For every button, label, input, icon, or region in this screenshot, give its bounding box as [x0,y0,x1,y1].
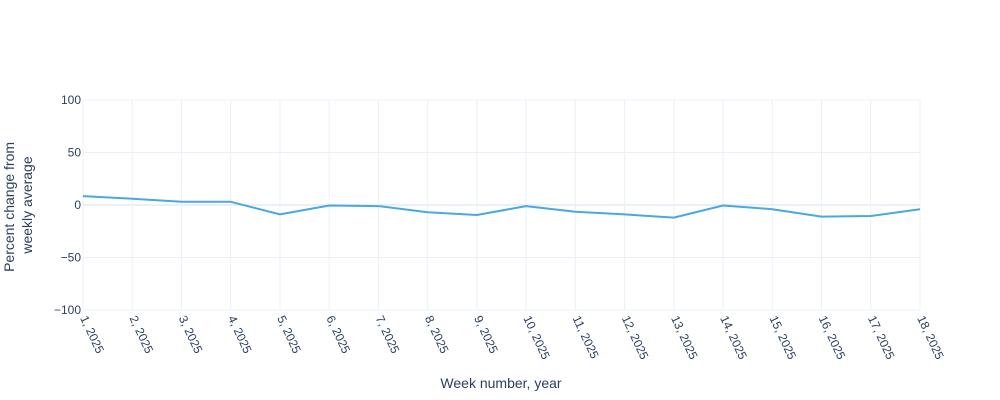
y-tick-label: −100 [54,303,81,317]
y-tick-label: 50 [68,146,82,160]
x-tick-label: 18, 2025 [914,313,947,362]
x-tick-label: 17, 2025 [865,313,898,362]
x-tick-label: 9, 2025 [471,313,501,355]
x-tick-label: 11, 2025 [570,313,602,361]
x-tick-label: 8, 2025 [422,313,452,355]
x-tick-label: 13, 2025 [668,313,701,362]
x-tick-label: 3, 2025 [176,313,206,355]
x-tick-label: 7, 2025 [373,313,403,355]
y-axis-title-line-1: Percent change from [1,142,17,272]
x-tick-label: 16, 2025 [816,313,849,362]
x-tick-label: 14, 2025 [717,313,750,362]
y-axis-ticks: 100 50 0 −50 −100 [54,93,81,317]
x-tick-label: 2, 2025 [127,313,157,355]
y-tick-label: 100 [61,93,81,107]
x-tick-label: 15, 2025 [767,313,800,362]
series-layer [82,195,921,219]
x-tick-label: 10, 2025 [520,313,553,362]
x-tick-label: 5, 2025 [274,313,304,355]
x-axis-title: Week number, year [440,375,561,391]
y-tick-label: −50 [61,251,82,265]
x-tick-label: 4, 2025 [225,313,255,355]
y-tick-label: 0 [74,198,81,212]
x-tick-label: 6, 2025 [323,313,353,355]
y-axis-title: Percent change from weekly average [1,138,35,272]
x-tick-label: 1, 2025 [77,313,107,355]
x-axis-ticks: 1, 2025 2, 2025 3, 2025 4, 2025 5, 2025 6, 20… [77,313,947,362]
y-axis-title-line-2: weekly average [19,156,35,254]
series-line [82,195,921,219]
grid-lines [82,99,921,311]
x-tick-label: 12, 2025 [619,313,652,362]
